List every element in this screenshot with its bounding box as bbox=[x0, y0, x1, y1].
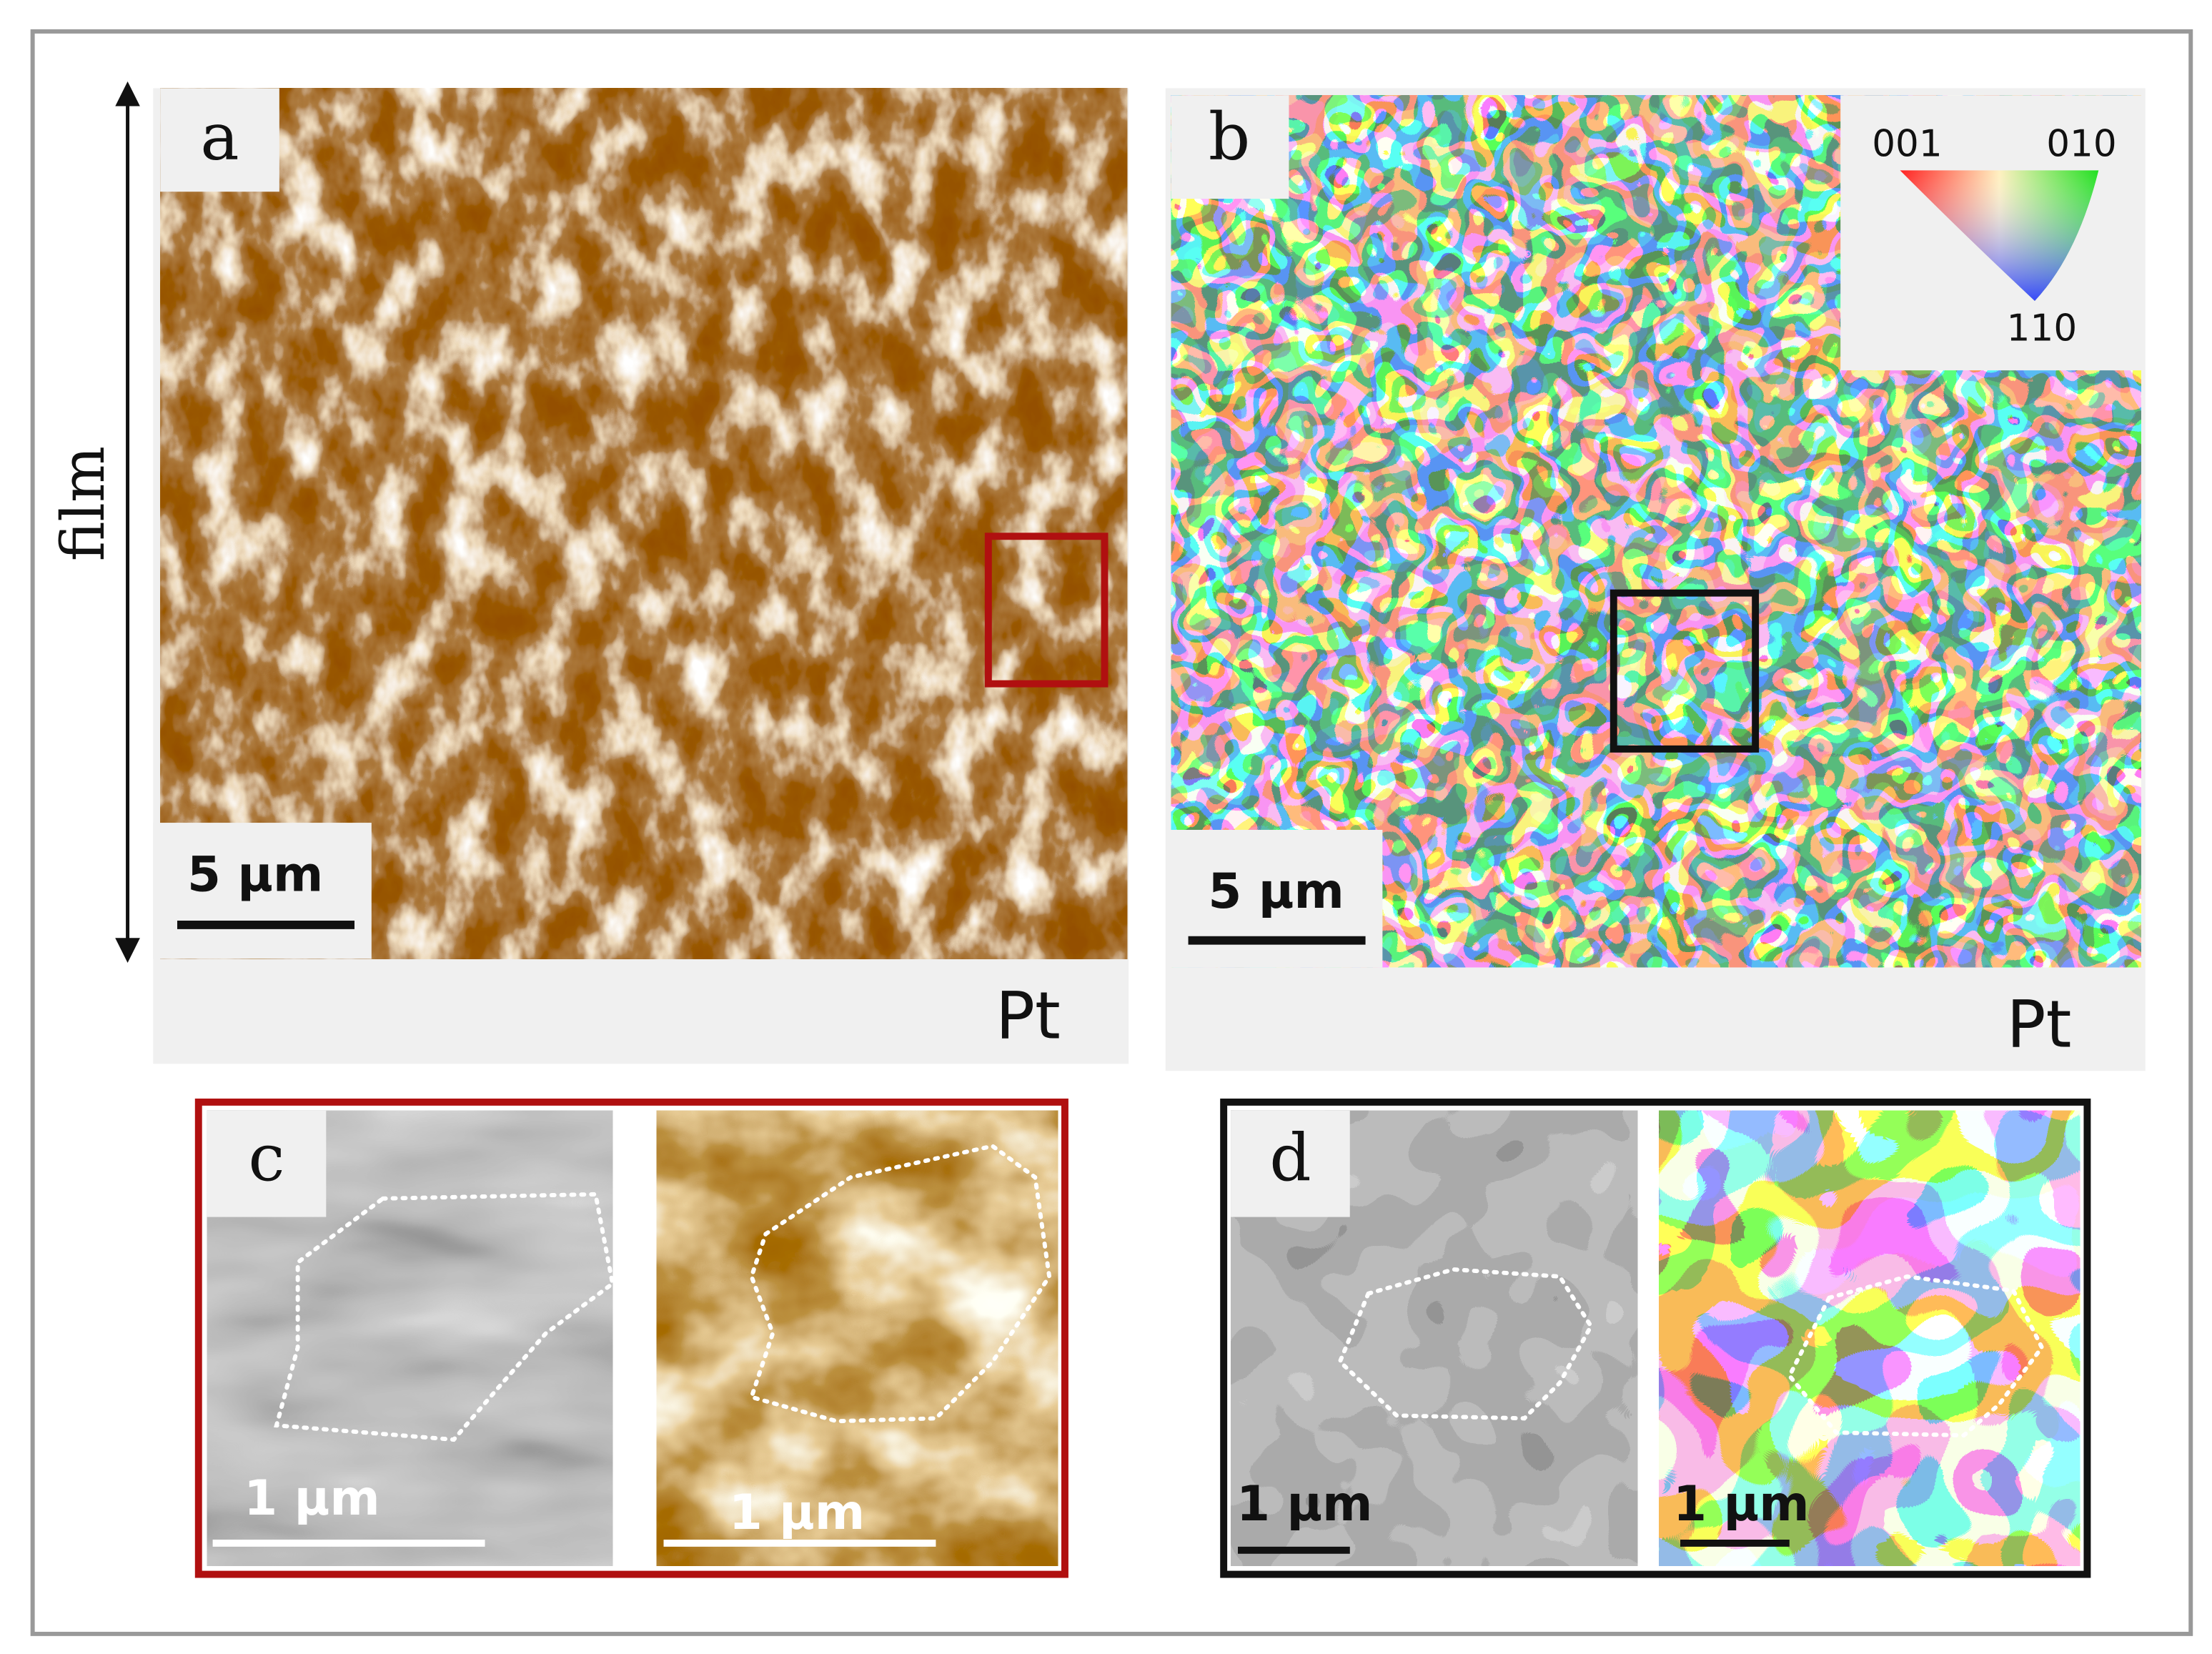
zoom-box bbox=[984, 533, 1109, 688]
ebsd-zoom-map bbox=[1659, 1110, 2080, 1566]
frame bbox=[30, 29, 2193, 1636]
ipf-triangle-shade bbox=[1900, 170, 2099, 301]
electrode-label: Pt bbox=[996, 978, 1061, 1054]
scale-bar-label: 1 µm bbox=[244, 1470, 380, 1526]
grain-outline bbox=[748, 1144, 1052, 1424]
panel-label: c bbox=[248, 1119, 284, 1196]
zoom-box bbox=[1610, 589, 1760, 753]
pfm-zoom-image bbox=[656, 1110, 1058, 1566]
grain-outline bbox=[274, 1192, 615, 1442]
legend-corner: 110 bbox=[2007, 307, 2077, 350]
panel-label: d bbox=[1269, 1119, 1311, 1196]
scale-bar-label: 1 µm bbox=[729, 1484, 865, 1540]
scale-bar-label: 5 µm bbox=[1208, 863, 1344, 919]
panel-label: b bbox=[1209, 99, 1250, 175]
film-label: film bbox=[49, 446, 118, 561]
label-box bbox=[207, 1110, 327, 1217]
scale-bar-label: 5 µm bbox=[187, 846, 323, 902]
label-box bbox=[1231, 1110, 1350, 1217]
pfm-image bbox=[160, 88, 1128, 959]
grain-outline bbox=[1337, 1267, 1594, 1421]
scale-box bbox=[153, 823, 372, 959]
electrode-label: Pt bbox=[2007, 986, 2072, 1063]
scale-bar-label: 1 µm bbox=[1673, 1475, 1809, 1532]
panel-label: a bbox=[200, 99, 239, 175]
legend-corner: 010 bbox=[2046, 123, 2116, 166]
grain-outline bbox=[1787, 1274, 2045, 1438]
legend-corner: 001 bbox=[1872, 123, 1942, 166]
label-box bbox=[1171, 95, 1289, 199]
scale-bar-label: 1 µm bbox=[1236, 1475, 1372, 1532]
label-box bbox=[160, 88, 279, 192]
